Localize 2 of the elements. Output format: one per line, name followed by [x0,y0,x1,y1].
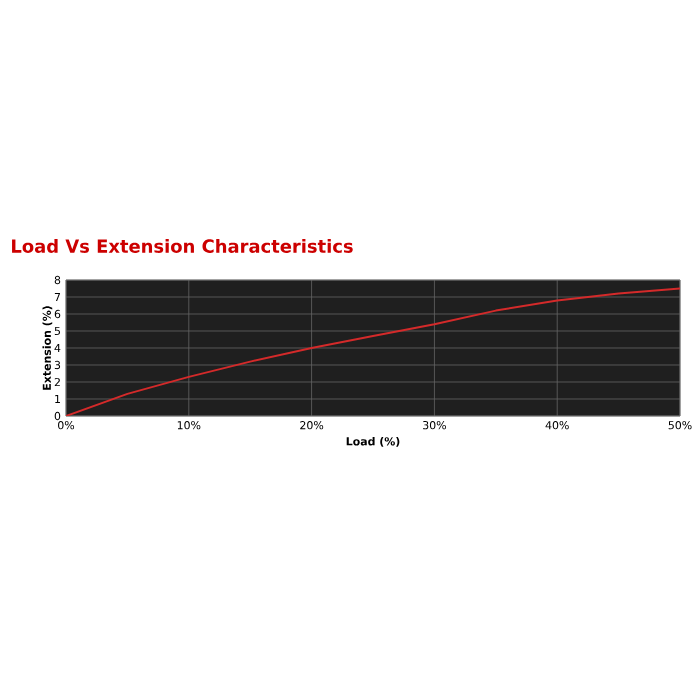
line-series [66,287,681,416]
chart-title: Load Vs Extension Characteristics [12,239,353,253]
